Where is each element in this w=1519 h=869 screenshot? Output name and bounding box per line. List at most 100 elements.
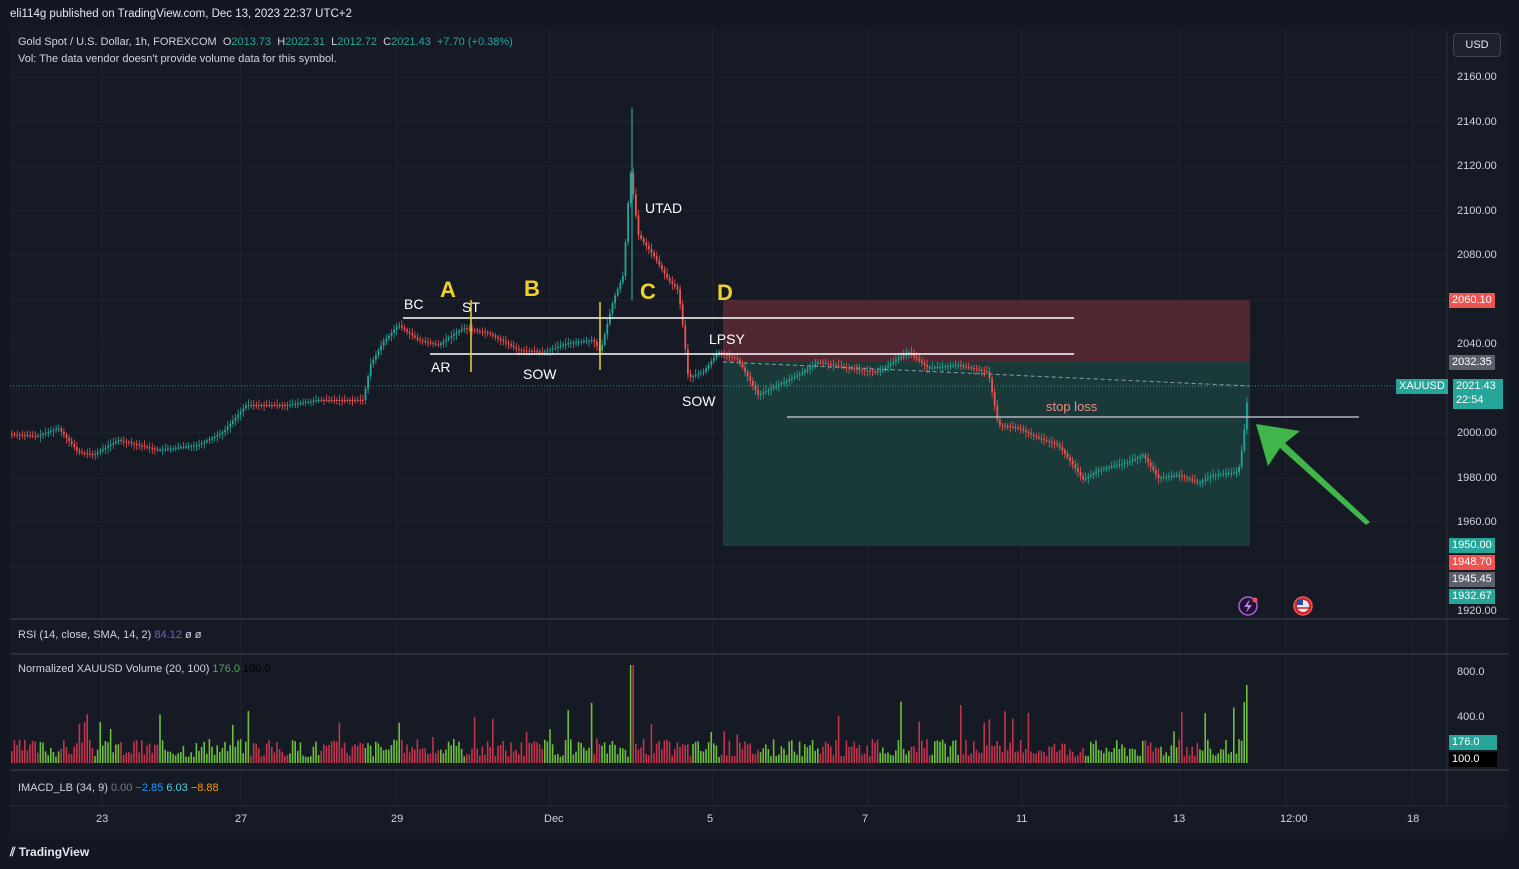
- candle-body: [928, 367, 931, 369]
- volume-bar: [1116, 740, 1118, 763]
- volume-bar: [936, 740, 939, 763]
- candle-body: [663, 269, 666, 274]
- candle-body: [915, 356, 918, 359]
- candle-body: [1144, 455, 1147, 459]
- candle-body: [94, 453, 96, 455]
- candle-body: [642, 238, 645, 243]
- volume-bar: [265, 743, 268, 763]
- annotation-sow-1[interactable]: SOW: [523, 366, 557, 382]
- candle-body: [973, 368, 975, 370]
- volume-bar: [1155, 747, 1157, 763]
- symbol-name[interactable]: Gold Spot / U.S. Dollar, 1h, FOREXCOM: [18, 36, 217, 48]
- candle-body: [752, 381, 754, 386]
- candle-body: [1035, 435, 1038, 437]
- volume-bar: [746, 744, 749, 763]
- volume-bar: [1142, 740, 1144, 763]
- candle-body: [1168, 476, 1170, 478]
- volume-bar: [351, 746, 354, 763]
- volume-bar: [1095, 740, 1097, 763]
- volume-bar: [1048, 746, 1050, 763]
- volume-note: Vol: The data vendor doesn't provide vol…: [18, 53, 337, 65]
- candle-body: [739, 359, 741, 363]
- volume-bar: [572, 754, 575, 763]
- phase-label-b[interactable]: B: [524, 276, 540, 301]
- volume-bar: [1165, 752, 1167, 763]
- volume-bar: [733, 756, 736, 763]
- candle-body: [247, 405, 250, 406]
- volume-bar: [229, 745, 231, 763]
- volume-bar: [752, 753, 754, 763]
- candle-body: [765, 391, 767, 393]
- candle-body: [1032, 434, 1035, 436]
- volume-bar: [905, 754, 907, 763]
- volume-bar: [996, 740, 998, 763]
- annotation-ar[interactable]: AR: [431, 359, 451, 375]
- candle-body: [645, 242, 648, 246]
- rsi-extra-2: ø: [194, 629, 202, 641]
- candle-body: [538, 351, 541, 353]
- volume-bar: [840, 756, 842, 763]
- phase-label-d[interactable]: D: [717, 280, 733, 305]
- volume-bar: [1240, 740, 1243, 763]
- volume-bar: [1087, 756, 1089, 763]
- candle-body: [648, 245, 650, 250]
- volume-bar: [302, 755, 304, 763]
- volume-bar: [541, 749, 543, 763]
- candle-body: [349, 400, 351, 401]
- volume-bar: [203, 741, 205, 763]
- volume-bar: [876, 739, 879, 763]
- annotation-utad[interactable]: UTAD: [645, 200, 683, 216]
- volume-bar: [596, 738, 598, 763]
- time-axis-label: 23: [96, 813, 109, 825]
- candle-body: [713, 357, 715, 362]
- macd-v4: −8.88: [190, 782, 219, 794]
- candle-body: [954, 365, 957, 367]
- volume-bar: [167, 751, 169, 763]
- volume-bar: [1147, 745, 1149, 763]
- candle-body: [232, 420, 234, 424]
- volume-bar: [141, 740, 143, 763]
- volume-legend[interactable]: Normalized XAUUSD Volume (20, 100) 176.0…: [18, 663, 271, 675]
- candle-body: [572, 342, 575, 344]
- volume-bar: [507, 756, 510, 763]
- candle-body: [593, 340, 596, 342]
- currency-button[interactable]: USD: [1453, 33, 1501, 57]
- volume-bar: [44, 751, 47, 763]
- volume-bar: [783, 748, 785, 763]
- candle-body: [728, 355, 731, 357]
- volume-bar: [481, 746, 484, 763]
- macd-legend[interactable]: IMACD_LB (34, 9) 0.00 −2.85 6.03 −8.88: [18, 782, 219, 794]
- volume-bar: [762, 748, 764, 763]
- candle-body: [824, 362, 827, 364]
- candle-body: [726, 354, 728, 356]
- candle-body: [741, 362, 744, 368]
- volume-bar: [380, 746, 382, 763]
- volume-label: Normalized XAUUSD Volume (20, 100): [18, 663, 210, 675]
- annotation-st[interactable]: ST: [462, 299, 480, 315]
- candle-body: [1147, 458, 1149, 463]
- annotation-stop-loss[interactable]: stop loss: [1046, 399, 1098, 414]
- annotation-sow-2[interactable]: SOW: [682, 393, 716, 409]
- volume-bar: [697, 741, 699, 763]
- volume-bar: [50, 747, 52, 763]
- volume-bar: [1001, 751, 1004, 763]
- candle-body: [1017, 427, 1019, 429]
- volume-bar: [341, 747, 343, 763]
- volume-bar: [544, 739, 546, 763]
- candle-body: [819, 362, 822, 364]
- annotation-lpsy[interactable]: LPSY: [709, 331, 745, 347]
- rsi-legend[interactable]: RSI (14, close, SMA, 14, 2) 84.12 ø ø: [18, 629, 201, 641]
- phase-label-c[interactable]: C: [640, 279, 656, 304]
- candle-body: [518, 348, 520, 351]
- candle-body: [245, 405, 247, 409]
- candle-body: [567, 343, 570, 344]
- symbol-header[interactable]: Gold Spot / U.S. Dollar, 1h, FOREXCOM O2…: [18, 36, 513, 48]
- candle-body: [401, 325, 403, 328]
- tradingview-logo[interactable]: ⫽ TradingView: [10, 845, 89, 860]
- volume-bar: [375, 741, 377, 763]
- phase-label-a[interactable]: A: [440, 277, 456, 302]
- volume-bar: [1077, 755, 1079, 763]
- volume-bar: [377, 743, 380, 763]
- annotation-bc[interactable]: BC: [404, 296, 424, 312]
